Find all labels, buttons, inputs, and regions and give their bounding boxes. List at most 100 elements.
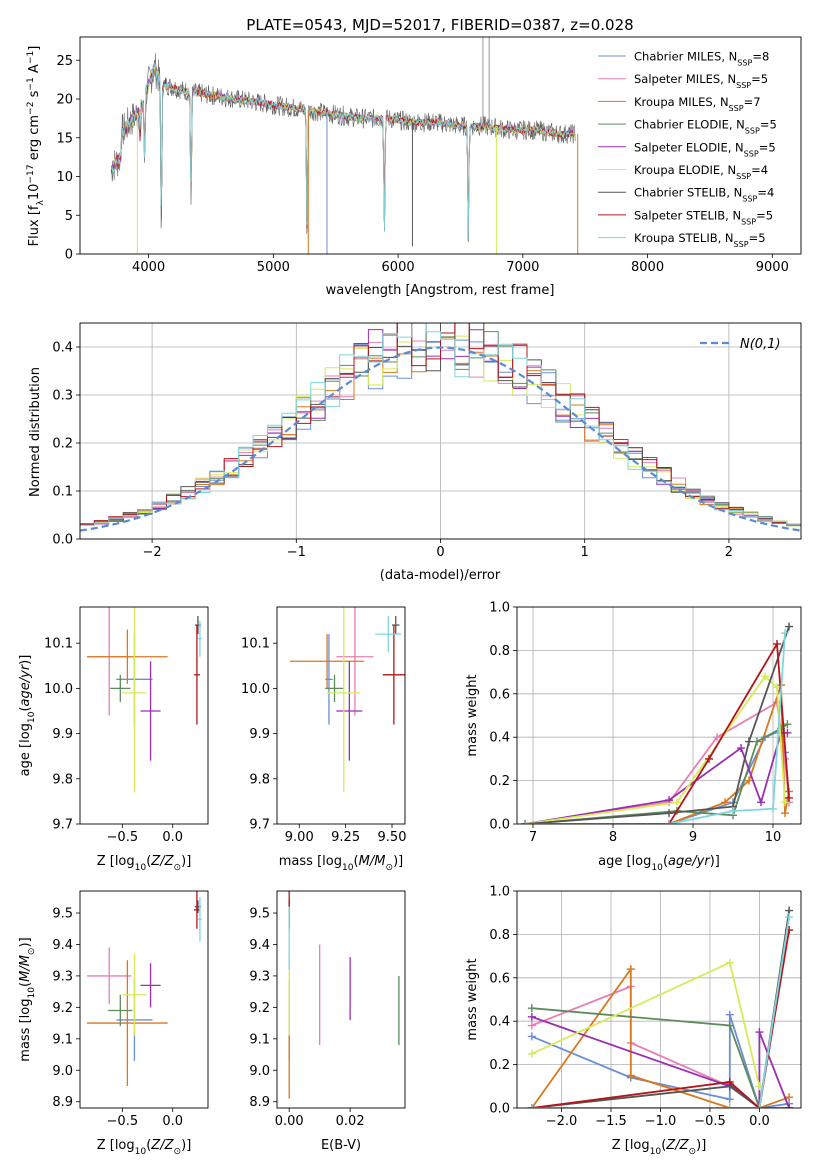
- normal-curve: [80, 346, 801, 532]
- axes-frame: [516, 890, 802, 1109]
- y-tick-label: 0: [65, 248, 73, 263]
- weight-marker: [785, 622, 793, 631]
- weight-line: [524, 723, 788, 824]
- x-tick-label: 9.25: [331, 830, 360, 845]
- weight-marker: [781, 809, 789, 818]
- x-tick-label: 4000: [132, 260, 165, 275]
- x-tick-label: 9.00: [285, 830, 314, 845]
- x-tick-label: −1.0: [645, 1114, 677, 1129]
- weight-marker: [521, 820, 529, 824]
- weight-marker: [729, 806, 737, 815]
- y-tick-label: 9.7: [249, 818, 270, 833]
- weight-marker: [665, 809, 673, 818]
- legend-label: Salpeter MILES, NSSP=5: [634, 72, 768, 90]
- axes-mass_weight_vs_Z: −2.0 −1.5 −1.0 −0.5 0.0 0.0 0.2 0.4 0.6 0.8 1.0 Z […: [465, 885, 802, 1157]
- y-tick-label: 10.1: [241, 637, 270, 652]
- weight-marker: [781, 798, 789, 807]
- weight-marker: [737, 744, 745, 753]
- x-tick-label: −0.5: [694, 1114, 726, 1129]
- legend-label: Salpeter STELIB, NSSP=5: [634, 208, 773, 226]
- y-tick-label: 10.0: [241, 682, 270, 697]
- axes-frame: [79, 36, 802, 255]
- x-axis-label: Z [log10(Z/Z⊙)]: [97, 1138, 192, 1157]
- x-axis-label: wavelength [Angstrom, rest frame]: [326, 283, 555, 298]
- figure-title: PLATE=0543, MJD=52017, FIBERID=0387, z=0…: [246, 16, 633, 34]
- y-tick-label: 15: [56, 131, 73, 146]
- y-tick-label: 0.8: [489, 644, 510, 659]
- x-tick-label: 0.00: [275, 1114, 304, 1129]
- x-tick-label: −0.5: [107, 1114, 139, 1129]
- y-tick-label: 9.7: [52, 818, 73, 833]
- legend: Chabrier MILES, NSSP=8 Salpeter MILES, NS…: [598, 50, 777, 249]
- y-tick-label: 0.6: [489, 687, 510, 702]
- axes-mass_weight_vs_age: 7 8 9 10 0.0 0.2 0.4 0.6 0.8 1.0 age [log10(age/yr…: [465, 601, 802, 873]
- x-axis-label: E(B-V): [321, 1138, 361, 1153]
- plot-area: [288, 891, 400, 1099]
- x-tick-label: 9000: [756, 260, 789, 275]
- axes-residual_histogram: −2 −1 0 1 2 0.0 0.1 0.2 0.3 0.4 (data-model)/error…: [28, 322, 802, 583]
- weight-line: [531, 929, 790, 1108]
- y-tick-label: 8.9: [52, 1095, 73, 1110]
- y-tick-label: 9.8: [249, 772, 270, 787]
- weight-marker: [665, 820, 673, 824]
- axes-frame: [79, 890, 209, 1109]
- axes-frame: [79, 606, 209, 825]
- weight-line: [525, 640, 790, 824]
- y-axis-label: age [log10(age/yr)]: [18, 655, 37, 777]
- y-tick-label: 0.4: [489, 731, 510, 746]
- spectrum-line: [110, 71, 576, 241]
- y-tick-label: 0.2: [489, 1058, 510, 1073]
- axes-spectrum: 4000 5000 6000 7000 8000 9000 0 5 10 15 20 25 wavele…: [26, 36, 802, 298]
- x-axis-label: Z [log10(Z/Z⊙)]: [612, 1138, 707, 1157]
- plot-area: [87, 607, 202, 793]
- y-tick-label: 0.0: [489, 818, 510, 833]
- weight-marker: [725, 1010, 734, 1019]
- legend-label: Chabrier ELODIE, NSSP=5: [634, 118, 777, 136]
- histogram-step: [80, 323, 801, 526]
- histogram-step: [80, 323, 801, 526]
- x-tick-label: 9.50: [378, 830, 407, 845]
- x-tick-label: 9: [689, 830, 697, 845]
- x-tick-label: 8: [609, 830, 617, 845]
- legend-label: Salpeter ELODIE, NSSP=5: [634, 140, 776, 158]
- weight-marker: [781, 629, 789, 638]
- axes-mass_vs_EBV: 0.00 0.02 8.9 9.0 9.1 9.2 9.3 9.4 9.5: [249, 890, 406, 1129]
- weight-line: [531, 985, 760, 1108]
- weight-marker: [725, 1095, 734, 1104]
- axes-frame: [276, 890, 406, 1109]
- weight-marker: [785, 793, 793, 802]
- weight-marker: [527, 1021, 536, 1030]
- y-tick-label: 9.5: [249, 907, 270, 922]
- weight-marker: [753, 737, 761, 746]
- x-tick-label: 0.02: [336, 1114, 365, 1129]
- y-tick-label: 0.2: [52, 437, 73, 452]
- weight-marker: [745, 776, 753, 785]
- y-tick-label: 9.0: [249, 1064, 270, 1079]
- legend-label: Kroupa MILES, NSSP=7: [634, 95, 761, 113]
- y-tick-label: 9.9: [52, 727, 73, 742]
- weight-marker: [725, 1077, 734, 1086]
- y-tick-label: 5: [65, 209, 73, 224]
- weight-marker: [773, 639, 781, 648]
- weight-marker: [783, 720, 792, 729]
- legend-label: Kroupa ELODIE, NSSP=4: [634, 163, 768, 181]
- y-tick-label: 0.0: [489, 1102, 510, 1117]
- histogram-step: [80, 323, 801, 527]
- y-tick-label: 9.5: [52, 907, 73, 922]
- y-tick-label: 0.8: [489, 928, 510, 943]
- y-tick-label: 0.4: [52, 341, 73, 356]
- y-tick-label: 9.8: [52, 772, 73, 787]
- x-tick-label: 0: [436, 545, 444, 560]
- x-tick-label: 8000: [631, 260, 664, 275]
- x-tick-label: −0.5: [107, 830, 139, 845]
- y-axis-label: Normed distribution: [28, 367, 43, 497]
- y-tick-label: 0.0: [52, 533, 73, 548]
- weight-marker: [725, 958, 734, 967]
- y-axis-label: mass [log10(M/M⊙)]: [18, 937, 37, 1061]
- y-tick-label: 0.6: [489, 971, 510, 986]
- plot-area: [517, 891, 801, 1108]
- x-tick-label: 10: [765, 830, 782, 845]
- axes-age_vs_Z: −0.5 0.0 9.7 9.8 9.9 10.0 10.1 Z [log10(Z/Z⊙)] a…: [18, 606, 209, 873]
- weight-marker: [785, 1093, 794, 1102]
- weight-marker: [673, 798, 681, 807]
